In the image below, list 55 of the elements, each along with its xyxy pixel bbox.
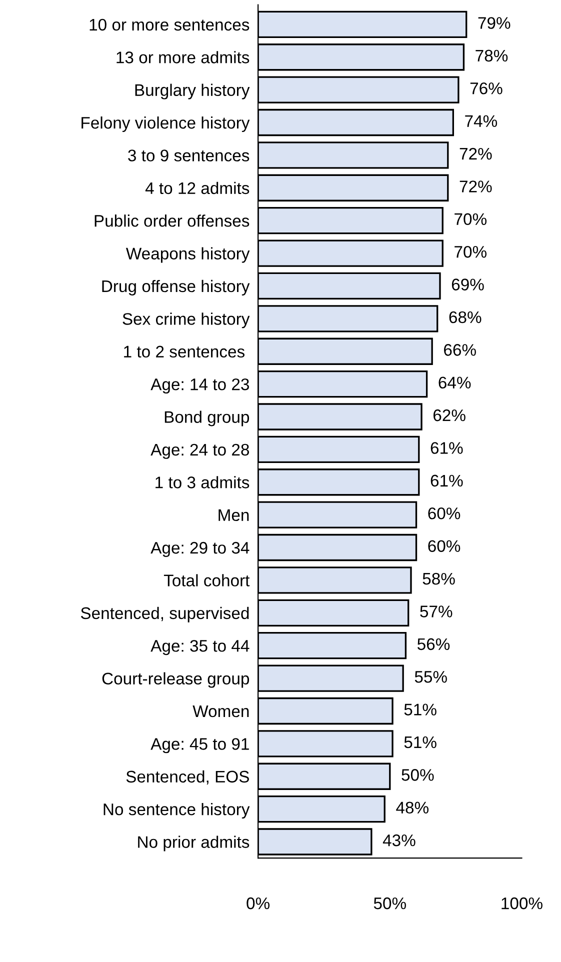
y-tick-label: Sex crime history	[122, 312, 250, 328]
data-label: 72%	[460, 148, 492, 160]
data-label: 61%	[430, 442, 463, 454]
y-tick-label: Bond group	[164, 410, 250, 426]
y-tick-label: No sentence history	[104, 803, 250, 819]
y-tick-label: Sentenced, EOS	[126, 770, 249, 785]
data-label: 50%	[402, 769, 434, 781]
data-label: 60%	[428, 540, 460, 552]
y-tick-label: Age: 14 to 23	[150, 378, 249, 394]
x-tick-label: 50%	[374, 897, 406, 910]
data-label: 43%	[382, 834, 416, 846]
y-tick-label: Age: 29 to 34	[150, 542, 250, 558]
data-label: 48%	[396, 802, 428, 814]
y-tick-label: Age: 24 to 28	[150, 444, 250, 459]
y-tick-label: 4 to 12 admits	[145, 182, 250, 194]
data-label: 60%	[428, 507, 460, 520]
data-label: 55%	[414, 671, 447, 683]
x-tick-label: 0%	[246, 897, 270, 910]
data-label: 57%	[420, 606, 452, 618]
y-tick-label: 13 or more admits	[116, 51, 250, 64]
y-tick-label: Felony violence history	[82, 116, 250, 132]
y-tick-label: Drug offense history	[102, 280, 250, 296]
y-tick-label: Sentenced, supervised	[80, 606, 249, 622]
y-tick-label: 10 or more sentences	[90, 18, 250, 31]
y-tick-label: Public order offenses	[94, 214, 250, 227]
data-label: 68%	[449, 311, 482, 324]
y-tick-label: Weapons history	[126, 247, 250, 263]
y-tick-label: 1 to 3 admits	[156, 476, 250, 488]
data-label: 79%	[478, 17, 510, 29]
data-label: 76%	[470, 82, 502, 94]
y-tick-label: 3 to 9 sentences	[128, 150, 250, 162]
y-tick-label: Age: 35 to 44	[150, 640, 250, 656]
data-label: 70%	[454, 213, 487, 226]
y-tick-label: Court-release group	[102, 672, 250, 688]
y-tick-label: Men	[218, 509, 249, 522]
y-tick-label: No prior admits	[138, 836, 250, 852]
data-label: 56%	[417, 638, 450, 650]
data-label: 66%	[444, 344, 476, 356]
data-label: 64%	[438, 376, 471, 389]
data-label: 58%	[422, 572, 455, 585]
data-label: 62%	[433, 409, 466, 422]
y-tick-label: Women	[192, 706, 249, 718]
data-label: 72%	[460, 180, 492, 192]
data-label: 69%	[452, 278, 484, 290]
y-tick-label: 1 to 2 sentences	[124, 346, 245, 358]
y-tick-label: Burglary history	[135, 84, 250, 100]
data-label: 74%	[465, 115, 498, 127]
y-tick-label: Age: 45 to 91	[150, 738, 249, 754]
data-label: 51%	[404, 704, 436, 716]
x-tick-label: 100%	[502, 897, 542, 910]
data-label: 51%	[404, 736, 436, 748]
data-label: 61%	[430, 474, 463, 487]
data-label: 78%	[476, 50, 508, 62]
y-tick-label: Total cohort	[164, 574, 250, 586]
data-label: 70%	[454, 246, 487, 258]
